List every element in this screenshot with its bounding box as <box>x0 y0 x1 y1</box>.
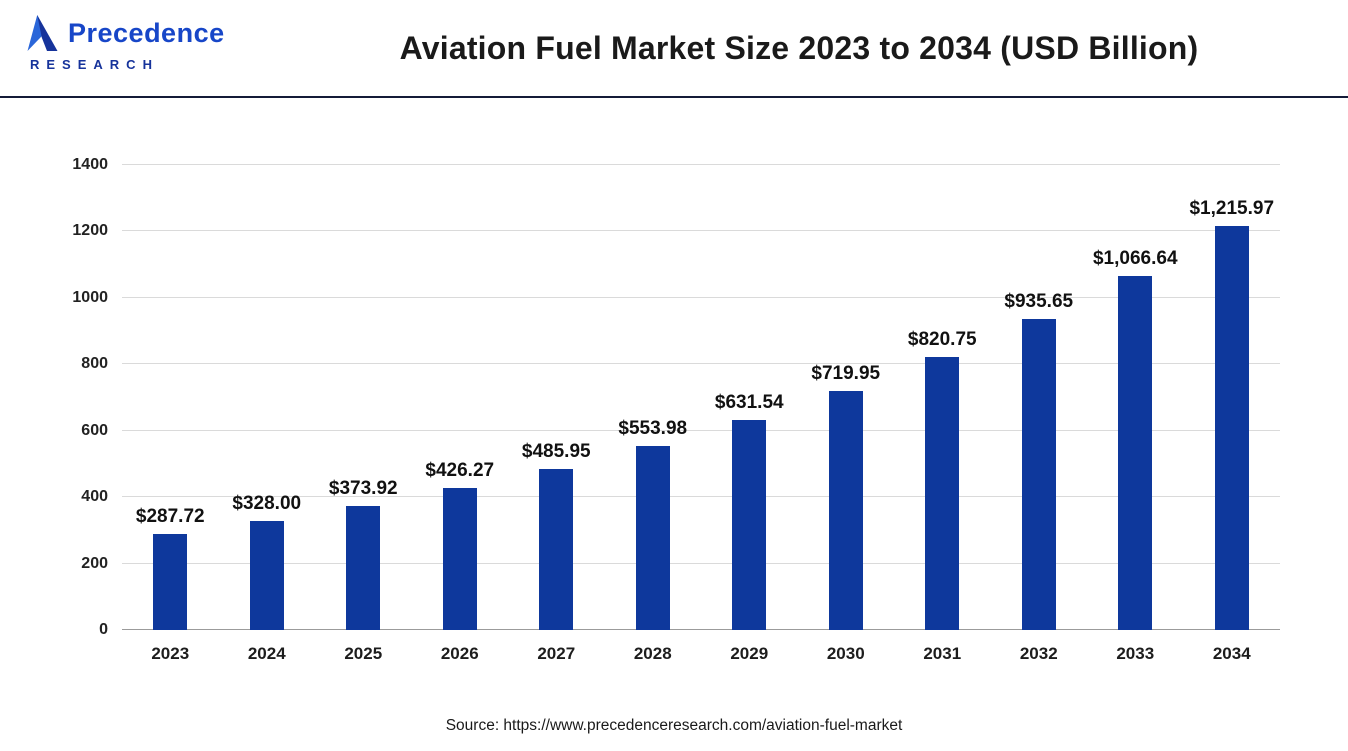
bar-column-2030: $719.95 2030 <box>798 165 895 663</box>
bar-column-2025: $373.92 2025 <box>315 165 412 663</box>
y-tick-label-1200: 1200 <box>72 222 108 240</box>
bar-value-label: $820.75 <box>907 329 977 351</box>
bar-value-label: $553.98 <box>618 418 688 439</box>
y-tick-label-400: 400 <box>81 488 108 506</box>
bar-column-2027: $485.95 2027 <box>508 165 605 663</box>
bar-column-2028: $553.98 2028 <box>605 165 702 663</box>
y-tick-label-1000: 1000 <box>72 288 108 306</box>
chart-region: 0 200 400 600 800 1000 1200 1400 $287.72 2023 $32… <box>0 98 1348 691</box>
bar-column-2032: $935.65 2032 <box>991 165 1088 663</box>
x-tick-label-2034: 2034 <box>1212 644 1251 663</box>
bar-2027 <box>539 468 574 630</box>
bar-2031 <box>925 357 960 630</box>
bar-2034 <box>1214 226 1249 630</box>
gridline-0 <box>122 629 1280 630</box>
y-tick-label-1400: 1400 <box>72 156 108 173</box>
bar-column-2029: $631.54 2029 <box>701 165 798 663</box>
logo-subtitle: RESEARCH <box>30 57 159 72</box>
bar-value-label: $373.92 <box>328 477 398 499</box>
y-tick-label-600: 600 <box>81 421 108 439</box>
bar-column-2033: $1,066.64 2033 <box>1087 165 1184 663</box>
bar-value-label: $719.95 <box>811 362 881 384</box>
plot-area: $287.72 2023 $328.00 2024 $373.92 2025 $426.27… <box>122 164 1281 663</box>
bar-value-label: $631.54 <box>714 392 784 414</box>
gridline-1400 <box>122 164 1280 165</box>
x-tick-label-2023: 2023 <box>151 644 190 663</box>
x-tick-label-2024: 2024 <box>247 644 286 663</box>
bar-value-label: $935.65 <box>1004 291 1074 313</box>
bar-2024 <box>249 521 284 630</box>
bar-value-label: $426.27 <box>425 460 495 482</box>
y-tick-label-0: 0 <box>99 621 108 638</box>
x-tick-label-2029: 2029 <box>730 644 769 663</box>
bar-2028 <box>635 446 670 630</box>
precedence-logo-icon <box>27 15 58 51</box>
x-tick-label-2028: 2028 <box>633 644 672 663</box>
bar-column-2026: $426.27 2026 <box>412 165 509 663</box>
bar-column-2034: $1,215.97 2034 <box>1184 165 1281 663</box>
logo-wordmark: Precedence <box>68 18 225 48</box>
bar-2023 <box>153 534 188 630</box>
bar-2030 <box>828 390 863 630</box>
x-tick-label-2027: 2027 <box>537 644 576 663</box>
bar-column-2031: $820.75 2031 <box>894 165 991 663</box>
bar-column-2024: $328.00 2024 <box>219 165 316 663</box>
gridline-1200 <box>122 230 1280 232</box>
x-tick-label-2025: 2025 <box>344 644 383 663</box>
bar-value-label: $1,215.97 <box>1189 198 1275 220</box>
chart-title: Aviation Fuel Market Size 2023 to 2034 (… <box>399 29 1199 66</box>
source-text: Source: https://www.precedenceresearch.c… <box>445 717 903 734</box>
header: Precedence RESEARCH Aviation Fuel Market… <box>0 0 1348 98</box>
bar-column-2023: $287.72 2023 <box>122 165 219 663</box>
y-tick-label-200: 200 <box>81 554 108 572</box>
bar-value-label: $328.00 <box>232 493 302 515</box>
bar-value-label: $485.95 <box>521 440 591 462</box>
gridline-1000 <box>122 296 1280 298</box>
y-tick-label-800: 800 <box>81 355 108 373</box>
x-tick-label-2026: 2026 <box>440 644 479 663</box>
gridline-600 <box>122 429 1280 431</box>
x-tick-label-2032: 2032 <box>1019 644 1058 663</box>
bar-value-label: $1,066.64 <box>1092 247 1178 269</box>
logo-top-row: Precedence <box>26 10 256 56</box>
precedence-logo: Precedence RESEARCH <box>26 10 256 72</box>
bar-2029 <box>732 420 767 630</box>
gridline-800 <box>122 363 1280 365</box>
bar-2026 <box>442 488 477 630</box>
x-tick-label-2030: 2030 <box>826 644 865 663</box>
bar-2032 <box>1021 319 1056 630</box>
bar-2033 <box>1118 275 1153 630</box>
y-axis: 0 200 400 600 800 1000 1200 1400 <box>0 157 108 638</box>
x-tick-label-2033: 2033 <box>1116 644 1155 663</box>
gridline-400 <box>122 496 1280 498</box>
bar-2025 <box>346 505 381 630</box>
bar-value-label: $287.72 <box>135 506 205 528</box>
x-tick-label-2031: 2031 <box>923 644 962 663</box>
gridline-200 <box>122 562 1280 564</box>
bar-columns: $287.72 2023 $328.00 2024 $373.92 2025 $426.27… <box>122 165 1281 663</box>
